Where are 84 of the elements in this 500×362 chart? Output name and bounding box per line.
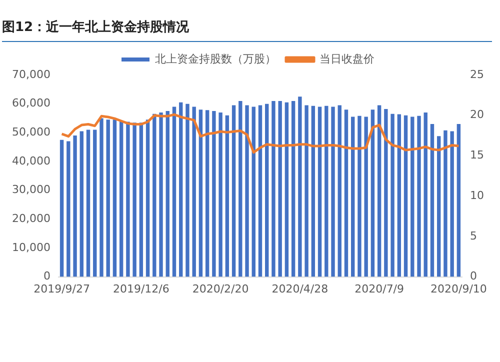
bar bbox=[272, 100, 276, 277]
bar bbox=[265, 104, 269, 277]
bar bbox=[430, 124, 434, 277]
bar bbox=[338, 105, 342, 277]
y-tick-label: 20,000 bbox=[12, 212, 50, 225]
y-tick-label: 10,000 bbox=[12, 240, 50, 254]
bar bbox=[60, 140, 64, 277]
bar bbox=[344, 110, 348, 277]
bar bbox=[331, 106, 335, 277]
bar bbox=[370, 110, 375, 277]
bar bbox=[119, 121, 124, 277]
bar bbox=[139, 122, 144, 277]
legend-label: 当日收盘价 bbox=[320, 52, 374, 66]
y-tick-label: 70,000 bbox=[12, 68, 50, 81]
bar bbox=[212, 111, 216, 277]
bar bbox=[304, 105, 308, 277]
bar bbox=[318, 106, 322, 277]
x-tick-label: 2020/2/20 bbox=[192, 282, 249, 296]
bar bbox=[100, 118, 104, 277]
bar bbox=[152, 114, 156, 277]
bar bbox=[198, 110, 203, 277]
bar bbox=[93, 130, 97, 277]
bar bbox=[397, 114, 402, 277]
bar bbox=[450, 131, 454, 277]
y2-tick-label: 0 bbox=[470, 270, 478, 283]
x-tick-label: 2020/9/10 bbox=[430, 282, 487, 296]
bar bbox=[238, 100, 242, 277]
y2-tick-label: 10 bbox=[470, 188, 484, 202]
bar bbox=[444, 130, 448, 277]
bar bbox=[417, 116, 421, 277]
bar bbox=[410, 116, 414, 277]
bar bbox=[252, 106, 256, 277]
bar bbox=[364, 116, 368, 277]
bar bbox=[384, 109, 388, 277]
bar bbox=[311, 106, 316, 277]
bar bbox=[291, 100, 296, 277]
bar bbox=[225, 115, 230, 277]
bar bbox=[146, 120, 150, 277]
bar bbox=[358, 116, 362, 277]
bar bbox=[186, 104, 190, 277]
x-tick-label: 2019/12/6 bbox=[112, 282, 170, 296]
x-tick-label: 2020/7/9 bbox=[354, 282, 404, 296]
bar bbox=[437, 136, 441, 277]
bar bbox=[192, 106, 196, 277]
y2-tick-label: 25 bbox=[470, 68, 484, 81]
legend-label: 北上资金持股数（万股） bbox=[155, 52, 276, 66]
bar bbox=[424, 112, 428, 277]
y-tick-label: 50,000 bbox=[12, 126, 50, 139]
bar bbox=[377, 105, 382, 277]
x-tick-label: 2019/9/27 bbox=[34, 282, 90, 296]
y2-tick-label: 20 bbox=[470, 108, 484, 122]
y-tick-label: 60,000 bbox=[12, 96, 50, 110]
bar bbox=[159, 112, 163, 277]
bar bbox=[66, 141, 70, 277]
y2-tick-label: 5 bbox=[470, 229, 478, 242]
bar bbox=[205, 110, 210, 277]
y-tick-label: 40,000 bbox=[12, 154, 50, 168]
y2-tick-label: 15 bbox=[470, 148, 484, 162]
bar bbox=[324, 106, 328, 277]
bar bbox=[218, 112, 222, 277]
bar bbox=[86, 130, 90, 277]
bar bbox=[404, 115, 408, 277]
bar bbox=[80, 131, 84, 277]
bar bbox=[232, 105, 236, 277]
bar bbox=[390, 114, 394, 277]
x-tick-label: 2020/4/28 bbox=[272, 282, 328, 296]
bar bbox=[298, 96, 302, 277]
bar bbox=[166, 111, 170, 277]
y-tick-label: 0 bbox=[43, 270, 50, 283]
bar bbox=[106, 120, 110, 277]
bar bbox=[245, 105, 249, 277]
bar bbox=[73, 136, 77, 277]
bar bbox=[284, 102, 289, 277]
bar bbox=[132, 122, 136, 277]
bar bbox=[172, 106, 176, 277]
y-tick-label: 30,000 bbox=[12, 183, 50, 196]
bar bbox=[456, 124, 461, 277]
bar bbox=[351, 116, 355, 277]
bar bbox=[112, 120, 117, 277]
bar bbox=[126, 122, 130, 277]
bar bbox=[258, 105, 262, 277]
bar bbox=[278, 100, 282, 277]
bar bbox=[179, 102, 183, 277]
chart-title: 图12：近一年北上资金持股情况 bbox=[2, 18, 492, 42]
